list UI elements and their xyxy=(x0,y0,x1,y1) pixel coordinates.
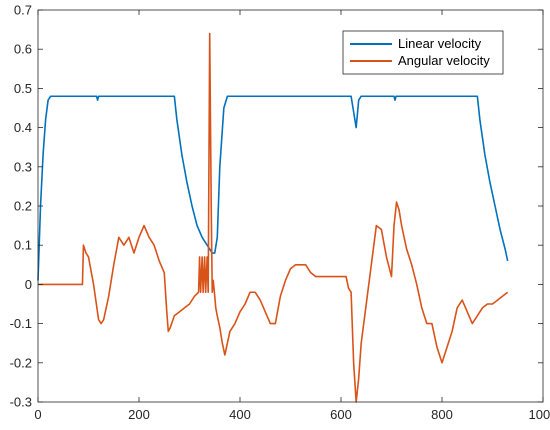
x-tick-label: 400 xyxy=(229,407,251,422)
y-tick-label: -0.1 xyxy=(10,316,32,331)
x-tick-label: 800 xyxy=(431,407,453,422)
series-line-angular-velocity xyxy=(38,32,509,403)
y-tick-label: 0.2 xyxy=(14,199,32,214)
legend-label-angular-velocity: Angular velocity xyxy=(398,53,490,68)
x-tick-label: 200 xyxy=(128,407,150,422)
legend-box xyxy=(342,30,504,75)
series-layer xyxy=(37,32,509,403)
x-tick-label: 600 xyxy=(330,407,352,422)
plot-area-background xyxy=(38,10,543,402)
x-tick-label: 0 xyxy=(34,407,41,422)
y-tick-label: 0.5 xyxy=(14,81,32,96)
y-tick-label: -0.3 xyxy=(10,395,32,410)
y-tick-label: 0.7 xyxy=(14,3,32,18)
y-tick-label: 0.4 xyxy=(14,120,32,135)
axis-layer: 0 200 400 600 800 1000 -0.3 -0.2 -0.1 0 0.1 0.2 0.3 0… xyxy=(10,3,550,423)
y-tick-label: -0.2 xyxy=(10,355,32,370)
y-tick-label: 0.6 xyxy=(14,42,32,57)
legend-label-linear-velocity: Linear velocity xyxy=(398,36,482,51)
y-tick-label: 0.1 xyxy=(14,238,32,253)
y-tick-label: 0 xyxy=(25,277,32,292)
legend: Linear velocity Angular velocity xyxy=(342,30,504,75)
y-tick-label: 0.3 xyxy=(14,159,32,174)
x-tick-label: 1000 xyxy=(529,407,550,422)
series-line-linear-velocity xyxy=(37,95,509,281)
